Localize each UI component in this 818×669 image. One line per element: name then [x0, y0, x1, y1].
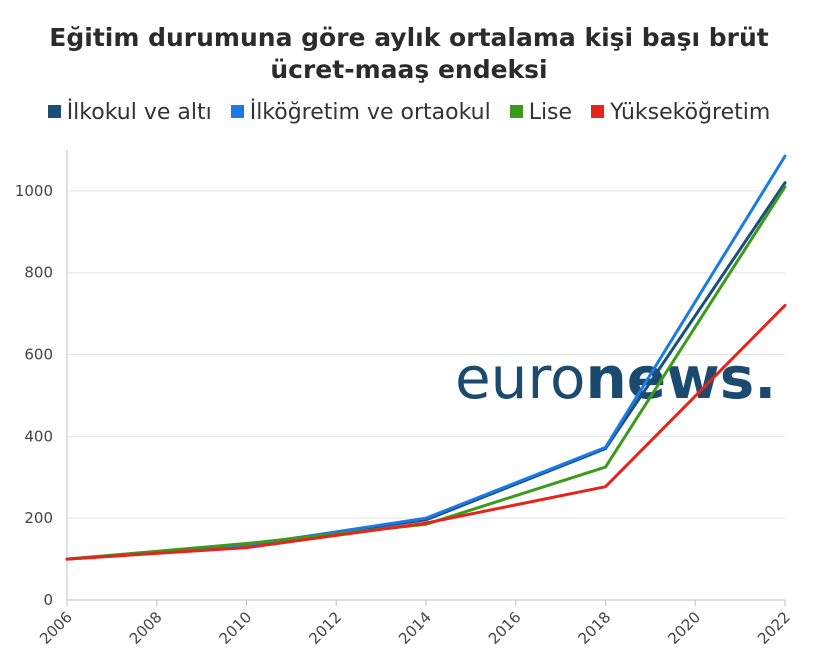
x-tick-label: 2010	[216, 608, 256, 648]
y-tick-label: 800	[24, 264, 53, 282]
y-tick-label: 200	[24, 509, 53, 527]
x-tick-label: 2018	[575, 608, 615, 648]
legend-item-lise[interactable]: Lise	[509, 100, 573, 125]
legend: İlkokul ve altı İlköğretim ve ortaokul L…	[0, 100, 818, 125]
legend-label-lise: Lise	[528, 100, 573, 125]
x-tick-label: 2016	[485, 608, 525, 648]
x-tick-label: 2006	[36, 608, 76, 648]
series-line-3[interactable]	[65, 303, 787, 561]
chart-title-line-1: Eğitim durumuna göre aylık ortalama kişi…	[49, 23, 769, 52]
legend-label-ilkokul: İlkokul ve altı	[66, 100, 212, 125]
grid-lines	[67, 190, 785, 519]
watermark-euro: euro	[455, 344, 586, 412]
watermark-logo: euronews.	[455, 344, 776, 412]
y-tick-label: 1000	[15, 182, 53, 200]
legend-item-ilkokul[interactable]: İlkokul ve altı	[47, 100, 212, 125]
legend-label-yuksekogretim: Yükseköğretim	[610, 100, 771, 125]
y-axis-ticks: 0 200 400 600 800 1000	[15, 182, 53, 609]
x-tick-label: 2022	[754, 608, 794, 648]
watermark-news: news.	[586, 344, 777, 412]
legend-swatch-yuksekogretim	[591, 105, 605, 118]
legend-item-ilkogretim[interactable]: İlköğretim ve ortaokul	[230, 100, 491, 125]
y-tick-label: 0	[43, 591, 53, 609]
y-tick-label: 600	[24, 346, 53, 364]
legend-swatch-lise	[509, 105, 523, 118]
x-tick-label: 2020	[664, 608, 704, 648]
legend-swatch-ilkogretim	[230, 105, 244, 118]
legend-label-ilkogretim: İlköğretim ve ortaokul	[249, 100, 491, 125]
x-axis-ticks: 2006 2008 2010 2012 2014 2016 2018 2020 2022	[36, 600, 794, 648]
x-tick-label: 2008	[126, 608, 166, 648]
x-tick-label: 2012	[305, 608, 345, 648]
y-tick-label: 400	[24, 427, 53, 445]
legend-swatch-ilkokul	[47, 105, 61, 118]
x-tick-label: 2014	[395, 608, 435, 648]
legend-item-yuksekogretim[interactable]: Yükseköğretim	[591, 100, 770, 125]
chart-title-line-2: ücret-maaş endeksi	[270, 55, 548, 84]
series-lines	[65, 154, 787, 561]
